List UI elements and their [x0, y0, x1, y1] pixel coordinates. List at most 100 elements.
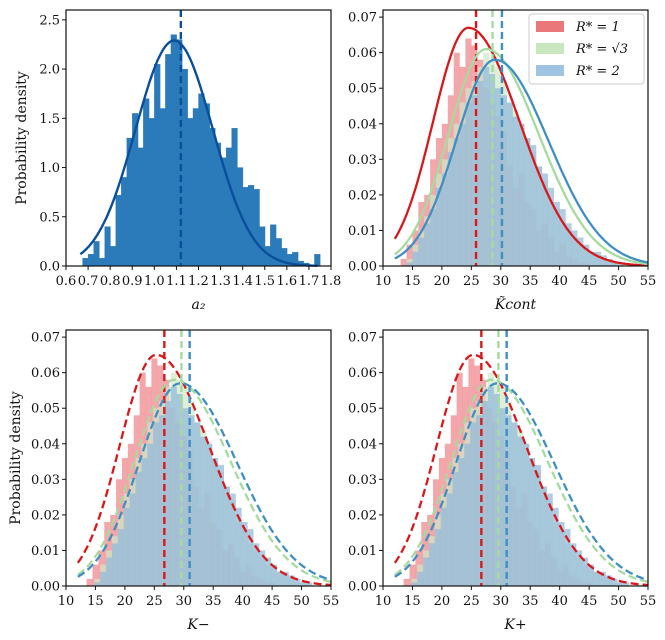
hist-bar — [192, 108, 199, 267]
y-tick-label: 0.03 — [31, 473, 60, 488]
x-tick-label: 50 — [293, 594, 310, 609]
hist-bar-r2 — [599, 571, 606, 586]
hist-bar — [253, 189, 260, 267]
hist-bar-r2 — [499, 408, 506, 586]
x-axis-label: K− — [186, 617, 209, 633]
hist-bar — [214, 142, 222, 267]
hist-bar-r2 — [481, 401, 489, 586]
x-tick-label: 1.5 — [254, 274, 275, 289]
x-tick-label: 10 — [375, 274, 392, 289]
x-tick-label: 30 — [493, 274, 510, 289]
x-tick-label: 15 — [404, 274, 421, 289]
x-axis-label: K+ — [503, 617, 526, 633]
x-tick-label: 50 — [610, 274, 627, 289]
x-tick-label: 20 — [117, 594, 134, 609]
hist-bar-r2 — [176, 394, 183, 586]
axes-frame — [382, 329, 649, 587]
hist-bar-r2 — [577, 237, 584, 266]
x-tick-label: 50 — [610, 594, 627, 609]
y-tick-label: 1.5 — [39, 112, 60, 127]
hist-bar-r2 — [453, 138, 460, 266]
y-tick-label: 0.06 — [348, 46, 377, 61]
hist-bar-r2 — [159, 415, 166, 586]
hist-bar-r2 — [412, 251, 419, 266]
hist-bar-r2 — [428, 543, 436, 586]
hist-bar-r2 — [552, 507, 559, 586]
hist-bar-r2 — [223, 486, 230, 586]
y-tick-label: 0.03 — [348, 153, 377, 168]
hist-bar-r2 — [476, 415, 483, 586]
hist-bar-r2 — [164, 401, 172, 586]
hist-bar-r2 — [606, 258, 613, 266]
hist-bar-r2 — [540, 486, 547, 586]
hist-bar-r2 — [612, 262, 619, 266]
hist-bar — [314, 254, 321, 267]
x-tick-label: 1.7 — [299, 274, 320, 289]
fit-curve-r2 — [394, 58, 649, 264]
hist-bar-r2 — [306, 582, 313, 586]
hist-bar-r2 — [458, 458, 465, 586]
panel-4: 10 15 20 25 30 35 40 45 50 55 0.00 0.01 0.02 0.03 0.04… — [348, 329, 656, 633]
hist-bar — [110, 246, 117, 267]
y-tick-label: 0.00 — [348, 580, 377, 595]
hist-bar — [82, 257, 89, 267]
hist-bar-r2 — [235, 507, 242, 586]
hist-bar-r2 — [570, 543, 577, 586]
hist-bar-r2 — [593, 571, 600, 586]
hist-bar-r2 — [534, 465, 542, 586]
hist-bar-r2 — [294, 578, 301, 586]
hist-bar-r2 — [571, 230, 578, 266]
hist-bar-r2 — [470, 422, 477, 586]
legend-label-r1: R* = 1 — [575, 20, 620, 35]
fit-curve-r2 — [394, 382, 649, 582]
x-tick-label: 35 — [522, 594, 539, 609]
x-tick-label: 0.7 — [78, 274, 99, 289]
hist-bar-r2 — [423, 557, 430, 586]
hist-bar-r2 — [434, 529, 441, 586]
y-tick-label: 0.05 — [31, 402, 60, 417]
hist-bar-r2 — [411, 582, 418, 586]
hist-bar — [104, 226, 111, 267]
hist-bar-r2 — [582, 557, 589, 586]
x-tick-label: 1.3 — [210, 274, 231, 289]
x-tick-label: 55 — [323, 594, 340, 609]
hist-bar-r1 — [409, 564, 416, 586]
hist-bar-r2 — [170, 386, 177, 586]
x-tick-label: 45 — [581, 274, 598, 289]
y-tick-label: 0.01 — [348, 544, 377, 559]
hist-bar-r2 — [589, 251, 596, 266]
y-tick-label: 0.04 — [348, 117, 377, 132]
x-tick-label: 35 — [205, 594, 222, 609]
hist-bar-r2 — [517, 436, 524, 586]
x-tick-label: 45 — [264, 594, 281, 609]
hist-bar-r2 — [135, 472, 142, 586]
legend-swatch-r2 — [536, 65, 564, 76]
y-axis-label: Probability density — [14, 71, 30, 205]
hist-bar-r2 — [553, 202, 560, 266]
x-tick-label: 15 — [404, 594, 421, 609]
hist-bar-r2 — [547, 187, 554, 266]
hist-bar — [87, 254, 95, 267]
hist-bar-r2 — [559, 209, 566, 266]
panel-2: 10 15 20 25 30 35 40 45 50 55 0.00 0.01 0.02 0.03 0.04… — [348, 9, 656, 313]
hist-bar-r2 — [424, 223, 431, 266]
hist-bar-r2 — [441, 173, 448, 266]
hist-bar-r2 — [471, 95, 478, 266]
y-tick-label: 0.03 — [348, 473, 377, 488]
hist-bar-r2 — [217, 465, 225, 586]
hist-bar-r2 — [524, 138, 531, 266]
hist-bar-r2 — [241, 522, 248, 586]
hist-bar-r2 — [518, 123, 525, 267]
hist-bar — [248, 185, 255, 267]
x-tick-label: 45 — [581, 594, 598, 609]
x-axis-label: K̃cont — [494, 295, 537, 313]
hist-bar-r1 — [86, 578, 93, 586]
fit-curve-rsqrt3 — [394, 47, 649, 266]
x-tick-label: 1.2 — [188, 274, 209, 289]
hist-bar-r2 — [595, 251, 602, 266]
legend-label-r2: R* = 2 — [575, 64, 620, 79]
hist-bar-r2 — [182, 408, 189, 586]
hist-bar — [203, 103, 210, 267]
hist-bar-r2 — [447, 152, 454, 266]
x-tick-label: 25 — [146, 594, 163, 609]
